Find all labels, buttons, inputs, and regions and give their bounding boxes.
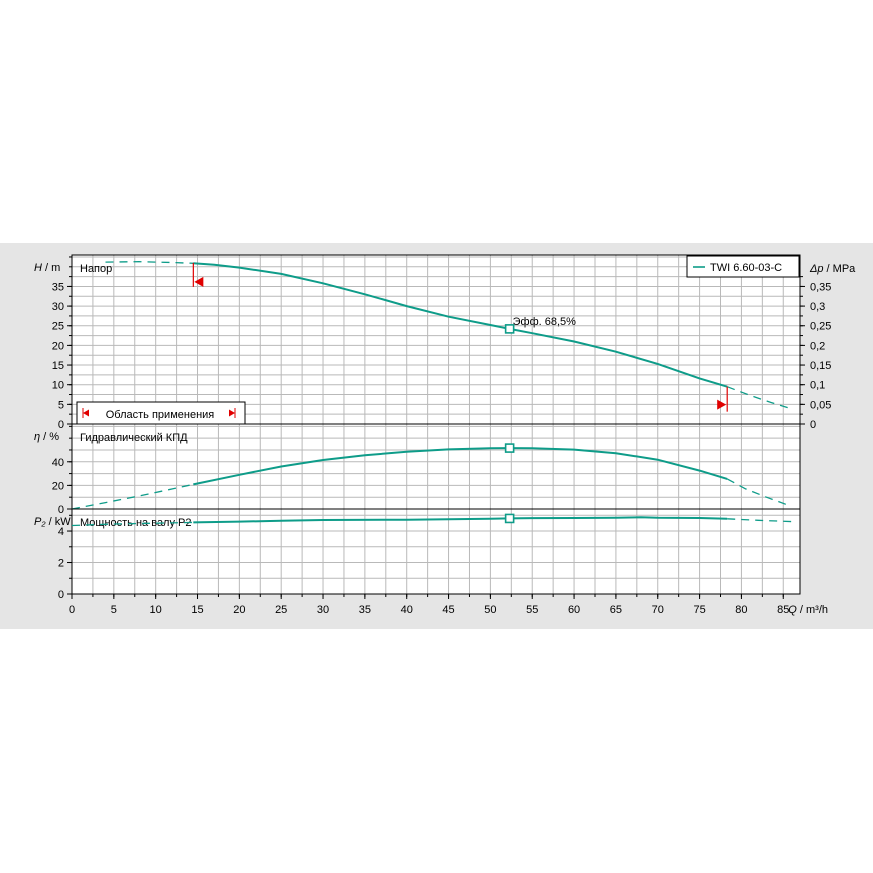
application-range-right-arrow xyxy=(229,409,235,417)
x-tick-label: 80 xyxy=(735,604,747,616)
curve-efficiency xyxy=(193,447,728,486)
right-tick-label: 0,3 xyxy=(810,301,825,313)
x-tick-label: 25 xyxy=(275,604,287,616)
x-tick-label: 60 xyxy=(568,604,580,616)
right-axis-label: Δp / MPa xyxy=(809,263,856,275)
y-tick-label: 10 xyxy=(52,380,64,392)
y-tick-label: 0 xyxy=(58,419,64,431)
x-tick-label: 65 xyxy=(610,604,622,616)
panel-title: Гидравлический КПД xyxy=(80,432,188,444)
y-tick-label: 30 xyxy=(52,301,64,313)
curve-dashed-end xyxy=(727,518,792,523)
y-tick-label: 15 xyxy=(52,360,64,372)
y-tick-label: 20 xyxy=(52,340,64,352)
application-range-box xyxy=(76,401,246,425)
y-tick-label: 0 xyxy=(58,504,64,516)
right-tick-label: 0,05 xyxy=(810,399,831,411)
curve-dashed-end xyxy=(726,478,788,506)
y-tick-label: 4 xyxy=(58,526,64,538)
curve-dashed-end xyxy=(726,386,791,409)
x-tick-label: 10 xyxy=(150,604,162,616)
y-axis-label: P₂ / kW xyxy=(34,516,71,528)
x-tick-label: 5 xyxy=(111,604,117,616)
y-tick-label: 2 xyxy=(58,558,64,570)
x-tick-label: 35 xyxy=(359,604,371,616)
y-tick-label: 35 xyxy=(52,281,64,293)
curve-dashed-start xyxy=(71,521,194,527)
x-tick-label: 0 xyxy=(69,604,75,616)
x-tick-label: 55 xyxy=(526,604,538,616)
x-tick-label: 75 xyxy=(693,604,705,616)
right-tick-label: 0,2 xyxy=(810,340,825,352)
y-tick-label: 40 xyxy=(52,457,64,469)
y-tick-label: 0 xyxy=(58,589,64,601)
legend-label: TWI 6.60-03-C xyxy=(710,262,782,274)
application-range-label: Область применения xyxy=(106,409,215,421)
y-tick-label: 25 xyxy=(52,321,64,333)
efficiency-annotation: Эфф. 68,5% xyxy=(513,316,577,328)
range-start-arrow xyxy=(194,276,204,287)
range-end-arrow xyxy=(717,399,727,410)
x-tick-label: 15 xyxy=(191,604,203,616)
duty-point-marker xyxy=(504,513,515,524)
right-tick-label: 0,25 xyxy=(810,321,831,333)
panel-title: Напор xyxy=(80,263,112,275)
x-tick-label: 30 xyxy=(317,604,329,616)
application-range-left-arrow xyxy=(83,409,89,417)
right-tick-label: 0 xyxy=(810,419,816,431)
x-tick-label: 50 xyxy=(484,604,496,616)
y-tick-label: 20 xyxy=(52,480,64,492)
x-tick-label: 70 xyxy=(652,604,664,616)
legend-box xyxy=(686,255,800,278)
right-tick-label: 0,1 xyxy=(810,380,825,392)
y-axis-label: η / % xyxy=(34,431,59,443)
right-tick-label: 0,15 xyxy=(810,360,831,372)
y-tick-label: 5 xyxy=(58,399,64,411)
x-tick-label: 85 xyxy=(777,604,789,616)
curve-power xyxy=(193,516,728,524)
duty-point-marker xyxy=(504,324,515,334)
x-tick-label: 40 xyxy=(401,604,413,616)
right-tick-label: 0,35 xyxy=(810,281,831,293)
panel-frame xyxy=(71,508,801,595)
x-tick-label: 20 xyxy=(233,604,245,616)
x-tick-label: 45 xyxy=(442,604,454,616)
curve-head xyxy=(193,262,728,388)
duty-point-marker xyxy=(504,443,515,453)
x-axis-label: Q / m³/h xyxy=(788,604,828,616)
y-axis-label: H / m xyxy=(34,262,60,274)
curve-dashed-start xyxy=(105,261,194,264)
